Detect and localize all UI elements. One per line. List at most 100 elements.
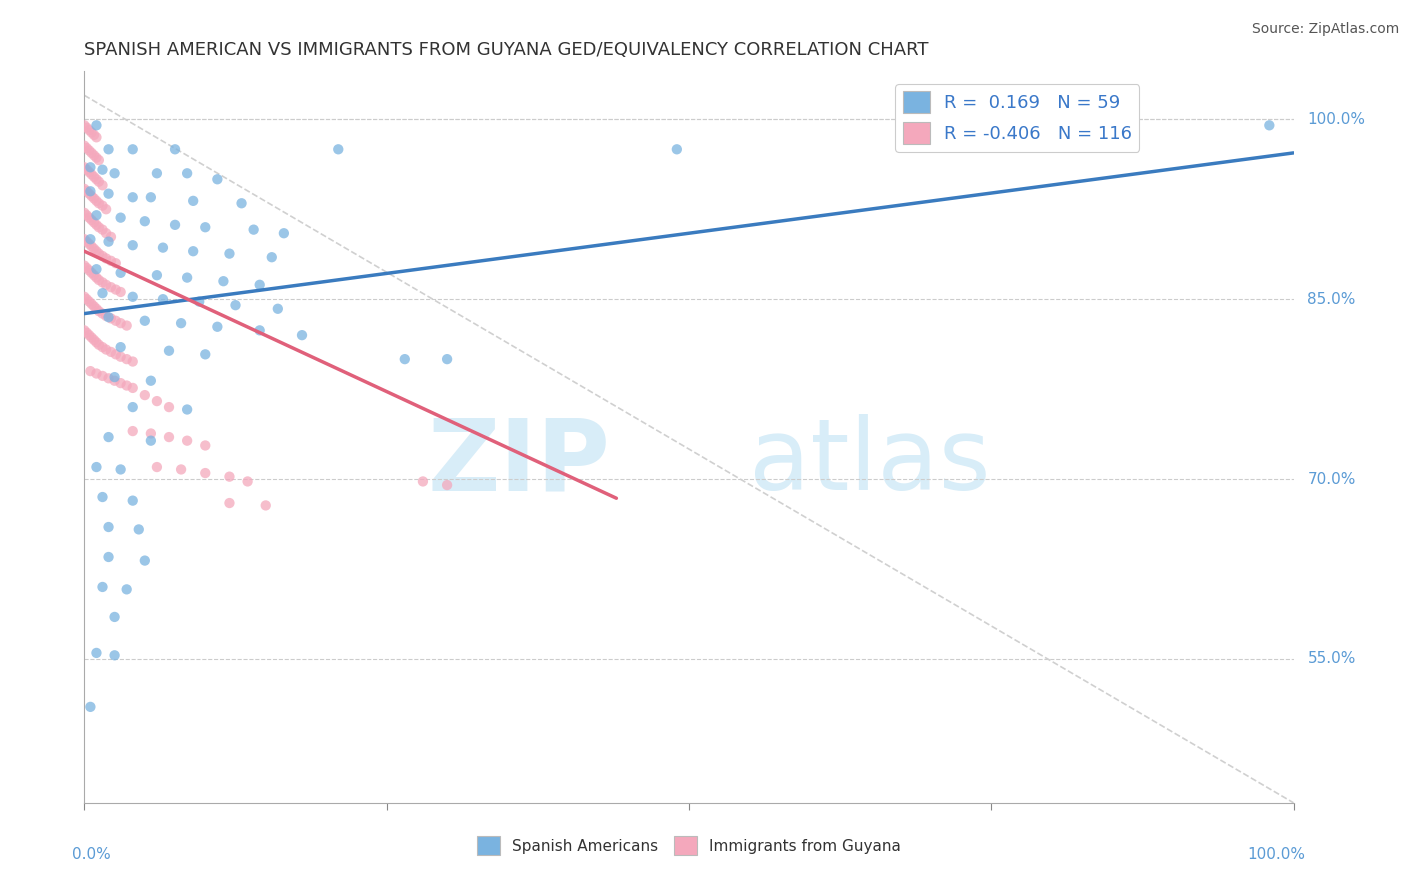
Point <box>94 202 117 217</box>
Point <box>121 238 143 252</box>
Point <box>86 130 108 145</box>
Point <box>100 345 122 359</box>
Point <box>77 328 100 343</box>
Point <box>79 364 101 378</box>
Point <box>83 169 105 184</box>
Point <box>134 214 156 228</box>
Point <box>207 319 229 334</box>
Point <box>86 460 108 475</box>
Point <box>212 274 235 288</box>
Point <box>83 148 105 162</box>
Point <box>80 126 103 140</box>
Text: Source: ZipAtlas.com: Source: ZipAtlas.com <box>1251 22 1399 37</box>
Point <box>104 283 127 297</box>
Point <box>100 280 122 294</box>
Point <box>73 259 96 273</box>
Point <box>194 438 217 452</box>
Point <box>110 340 132 354</box>
Point <box>100 230 122 244</box>
Point <box>80 266 103 280</box>
Point <box>181 194 204 208</box>
Point <box>100 253 122 268</box>
Point <box>87 304 110 318</box>
Point <box>79 184 101 198</box>
Point <box>121 400 143 414</box>
Point <box>194 466 217 480</box>
Point <box>267 301 290 316</box>
Text: ZIP: ZIP <box>427 414 610 511</box>
Point <box>86 262 108 277</box>
Point <box>115 318 138 333</box>
Point <box>76 208 98 222</box>
Point <box>91 580 114 594</box>
Point <box>94 309 117 323</box>
Point <box>218 496 240 510</box>
Point <box>134 314 156 328</box>
Point <box>80 189 103 203</box>
Point <box>110 285 132 299</box>
Text: atlas: atlas <box>749 414 991 511</box>
Point <box>86 301 108 316</box>
Point <box>1258 118 1281 132</box>
Point <box>91 490 114 504</box>
Point <box>86 194 108 208</box>
Point <box>83 299 105 313</box>
Point <box>134 388 156 402</box>
Legend: Spanish Americans, Immigrants from Guyana: Spanish Americans, Immigrants from Guyan… <box>471 830 907 861</box>
Point <box>86 367 108 381</box>
Point <box>97 520 120 534</box>
Point <box>236 475 259 489</box>
Point <box>91 368 114 383</box>
Point <box>76 260 98 275</box>
Point <box>77 123 100 137</box>
Point <box>76 184 98 198</box>
Text: 85.0%: 85.0% <box>1308 292 1355 307</box>
Point <box>97 549 120 564</box>
Point <box>76 235 98 249</box>
Point <box>176 270 198 285</box>
Point <box>176 434 198 448</box>
Point <box>152 241 174 255</box>
Point <box>87 153 110 167</box>
Point <box>86 335 108 350</box>
Point <box>73 323 96 337</box>
Point <box>94 252 117 266</box>
Point <box>115 352 138 367</box>
Point <box>83 333 105 347</box>
Point <box>80 145 103 160</box>
Point <box>128 523 150 537</box>
Point <box>115 378 138 392</box>
Point <box>79 699 101 714</box>
Point <box>104 610 127 624</box>
Point <box>83 128 105 142</box>
Point <box>76 141 98 155</box>
Point <box>79 232 101 246</box>
Point <box>97 371 120 385</box>
Point <box>412 475 434 489</box>
Point <box>86 172 108 186</box>
Point <box>73 232 96 246</box>
Point <box>121 290 143 304</box>
Point <box>86 151 108 165</box>
Point <box>97 142 120 156</box>
Point <box>218 469 240 483</box>
Point <box>394 352 416 367</box>
Point <box>77 144 100 158</box>
Point <box>194 220 217 235</box>
Point <box>242 222 264 236</box>
Point <box>104 648 127 663</box>
Point <box>328 142 350 156</box>
Point <box>76 120 98 135</box>
Point <box>80 330 103 344</box>
Point <box>87 196 110 211</box>
Point <box>91 222 114 236</box>
Point <box>104 256 127 270</box>
Point <box>77 263 100 277</box>
Point <box>104 166 127 180</box>
Point <box>73 138 96 153</box>
Point <box>436 478 458 492</box>
Point <box>83 242 105 256</box>
Point <box>436 352 458 367</box>
Point <box>73 182 96 196</box>
Point <box>73 290 96 304</box>
